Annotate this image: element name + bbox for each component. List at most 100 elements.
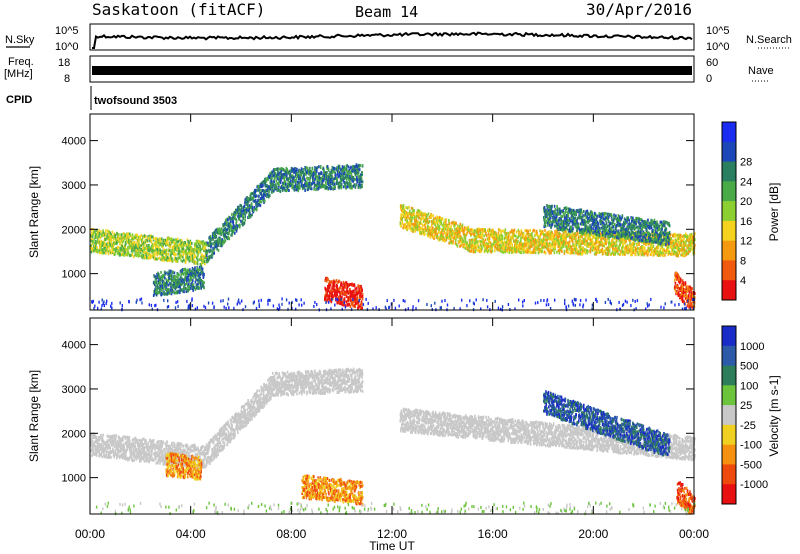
power-scatter-cell xyxy=(582,247,584,250)
power-scatter-cell xyxy=(535,229,538,233)
power-scatter-cell xyxy=(280,178,282,182)
power-scatter-cell xyxy=(341,172,343,176)
power-scatter-cell xyxy=(452,241,454,245)
power-scatter-cell xyxy=(242,217,245,220)
power-scatter-cell xyxy=(198,247,201,251)
power-scatter-cell xyxy=(474,250,477,254)
power-scatter-cell xyxy=(484,249,486,253)
power-scatter-cell xyxy=(474,229,476,232)
power-scatter-cell xyxy=(245,206,247,210)
power-scatter-cell xyxy=(351,185,353,189)
power-scatter-cell xyxy=(121,238,124,242)
power-scatter-cell xyxy=(267,189,269,192)
power-scatter-cell xyxy=(254,198,257,202)
power-scatter-cell xyxy=(119,253,122,257)
power-scatter-cell xyxy=(473,233,476,236)
power-scatter-cell xyxy=(316,182,318,186)
power-scatter-cell xyxy=(685,249,687,253)
power-scatter-cell xyxy=(499,249,502,253)
power-scatter-cell xyxy=(230,227,233,231)
power-scatter-cell xyxy=(201,247,203,251)
power-scatter-cell xyxy=(231,212,233,216)
freq-unit: [MHz] xyxy=(4,68,33,80)
power-scatter-cell xyxy=(155,237,158,240)
power-scatter-cell xyxy=(222,230,225,234)
power-scatter-cell xyxy=(463,234,466,238)
power-scatter-cell xyxy=(464,236,467,240)
power-scatter-cell xyxy=(353,178,355,182)
power-scatter-cell xyxy=(111,230,114,234)
power-scatter-cell xyxy=(415,225,417,229)
power-scatter-cell xyxy=(561,250,563,254)
power-scatter-cell xyxy=(620,250,622,254)
power-scatter-cell xyxy=(126,236,128,240)
power-scatter-cell xyxy=(633,242,636,246)
power-scatter-cell xyxy=(334,185,336,189)
power-scatter-cell xyxy=(355,165,357,168)
power-scatter-cell xyxy=(214,234,216,238)
power-scatter-cell xyxy=(417,226,419,230)
power-scatter-cell xyxy=(344,168,346,171)
power-scatter-cell xyxy=(169,238,172,242)
power-scatter-cell xyxy=(573,251,575,255)
power-scatter-cell xyxy=(472,232,475,236)
power-scatter-cell xyxy=(519,251,521,254)
power-scatter-cell xyxy=(653,252,656,256)
power-scatter-cell xyxy=(410,213,412,217)
power-scatter-cell xyxy=(214,232,216,236)
power-scatter-cell xyxy=(316,178,318,182)
power-scatter-cell xyxy=(196,245,198,249)
power-scatter-cell xyxy=(135,254,138,257)
power-scatter-cell xyxy=(429,215,431,219)
power-scatter-cell xyxy=(96,228,98,232)
power-scatter-cell xyxy=(343,177,345,180)
power-scatter-cell xyxy=(475,247,478,251)
power-scatter-cell xyxy=(622,242,624,246)
power-scatter-cell xyxy=(131,253,134,257)
power-scatter-cell xyxy=(441,228,443,231)
power-scatter-cell xyxy=(436,220,439,224)
power-scatter-cell xyxy=(345,178,348,182)
power-scatter-cell xyxy=(287,177,290,181)
power-scatter-cell xyxy=(286,187,288,191)
power-scatter-cell xyxy=(175,253,177,257)
power-scatter-cell xyxy=(240,208,242,212)
power-scatter-cell xyxy=(416,209,419,213)
power-scatter-cell xyxy=(433,234,436,238)
power-scatter-cell xyxy=(202,254,205,258)
power-scatter-cell xyxy=(331,171,334,174)
power-scatter-cell xyxy=(612,237,614,241)
power-scatter-cell xyxy=(96,250,99,254)
power-scatter-cell xyxy=(162,243,165,247)
power-scatter-cell xyxy=(141,253,143,257)
power-scatter-cell xyxy=(346,181,349,185)
power-scatter-cell xyxy=(99,246,101,250)
power-scatter-cell xyxy=(544,251,547,255)
power-scatter-cell xyxy=(520,251,523,255)
power-scatter-cell xyxy=(575,251,577,255)
power-scatter-cell xyxy=(264,193,266,197)
power-scatter-cell xyxy=(293,188,296,192)
power-scatter-cell xyxy=(637,247,639,251)
power-scatter-cell xyxy=(107,252,110,256)
power-scatter-cell xyxy=(330,171,333,175)
power-scatter-cell xyxy=(627,245,629,249)
power-scatter-cell xyxy=(172,244,175,248)
power-scatter-cell xyxy=(657,246,660,250)
power-scatter-cell xyxy=(204,245,206,249)
power-scatter-cell xyxy=(298,185,301,188)
power-scatter-cell xyxy=(270,182,273,186)
power-scatter-cell xyxy=(160,242,162,246)
power-scatter-cell xyxy=(156,257,159,261)
power-scatter-cell xyxy=(152,235,154,239)
power-scatter-cell xyxy=(254,195,257,198)
power-scatter-cell xyxy=(508,251,511,254)
power-scatter-cell xyxy=(292,182,294,186)
power-scatter-cell xyxy=(456,244,459,248)
power-scatter-cell xyxy=(311,167,314,171)
power-scatter-cell xyxy=(188,249,190,253)
power-scatter-cell xyxy=(131,250,134,254)
power-scatter-cell xyxy=(423,223,426,227)
power-scatter-cell xyxy=(319,166,322,170)
power-scatter-cell xyxy=(577,236,580,240)
